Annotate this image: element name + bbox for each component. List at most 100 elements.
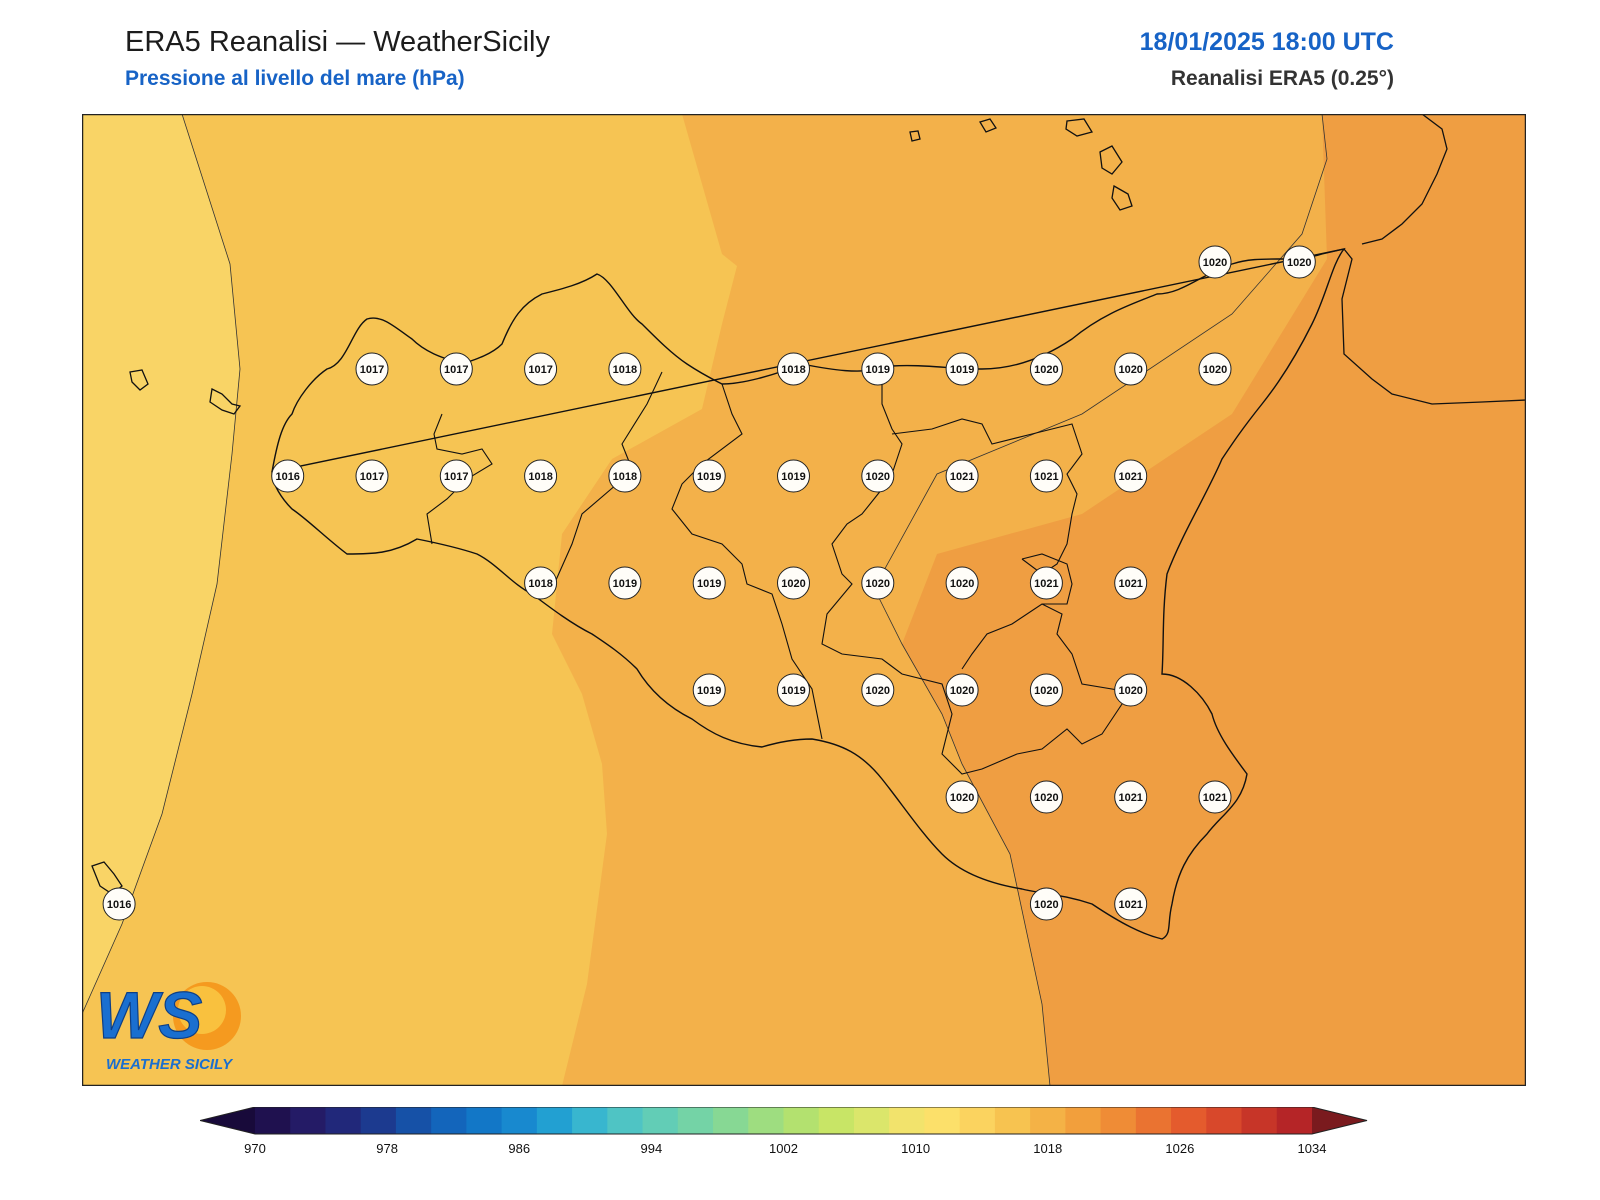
station-marker: 1017 (355, 459, 389, 493)
colorbar-swatch (536, 1107, 573, 1134)
station-circle (692, 459, 726, 493)
station-circle (1114, 673, 1148, 707)
station-value: 1017 (444, 364, 468, 376)
station-value: 1021 (1118, 578, 1142, 590)
station-circle (1282, 245, 1316, 279)
station-circle (945, 566, 979, 600)
station-value: 1019 (697, 578, 721, 590)
colorbar-swatch (783, 1107, 820, 1134)
colorbar-tick-label: 1026 (1165, 1141, 1194, 1156)
colorbar-swatch (677, 1107, 714, 1134)
station-marker: 1020 (861, 673, 895, 707)
station-circle (1029, 673, 1063, 707)
station-marker: 1018 (524, 566, 558, 600)
station-value: 1020 (781, 578, 805, 590)
station-marker: 1019 (608, 566, 642, 600)
station-circle (1029, 459, 1063, 493)
station-value: 1017 (360, 364, 384, 376)
logo-initials: WS (96, 978, 202, 1052)
station-marker: 1020 (1282, 245, 1316, 279)
weathersicily-logo: WS WEATHER SICILY (95, 977, 241, 1073)
station-marker: 1020 (1029, 352, 1063, 386)
station-value: 1020 (1034, 792, 1058, 804)
station-circle (439, 352, 473, 386)
station-value: 1019 (697, 685, 721, 697)
colorbar-tick-label: 1018 (1033, 1141, 1062, 1156)
colorbar-tick-label: 1010 (901, 1141, 930, 1156)
station-value: 1020 (866, 578, 890, 590)
station-circle (1114, 352, 1148, 386)
station-circle (777, 459, 810, 493)
station-marker: 1021 (1029, 566, 1063, 600)
station-value: 1019 (950, 364, 974, 376)
station-circle (1114, 780, 1148, 814)
station-circle (608, 352, 642, 386)
station-value: 1020 (1203, 364, 1227, 376)
station-value: 1020 (866, 471, 890, 483)
station-value: 1020 (950, 685, 974, 697)
colorbar-swatch (748, 1107, 784, 1134)
colorbar-swatch (572, 1107, 608, 1134)
colorbar-swatch (818, 1107, 855, 1134)
station-circle (1198, 352, 1232, 386)
colorbar-swatch (607, 1107, 644, 1134)
pressure-colorbar: 970 978 986 994 1002 1010 1018 1026 1034 (200, 1107, 1368, 1156)
band-1020-1022 (902, 114, 1526, 1086)
station-value: 1021 (1118, 899, 1142, 911)
colorbar-swatch (1030, 1107, 1066, 1134)
station-marker: 1017 (439, 459, 473, 493)
colorbar-swatch (431, 1107, 467, 1134)
station-marker: 1020 (1198, 352, 1232, 386)
station-value: 1020 (1203, 257, 1227, 269)
station-marker: 1018 (608, 352, 642, 386)
station-marker: 1020 (1114, 673, 1148, 707)
station-circle (1029, 780, 1063, 814)
station-value: 1018 (781, 364, 805, 376)
station-value: 1016 (107, 899, 131, 911)
station-marker: 1016 (102, 887, 136, 921)
station-value: 1019 (866, 364, 890, 376)
station-value: 1021 (1203, 792, 1227, 804)
colorbar-swatch (360, 1107, 397, 1134)
station-value: 1020 (1034, 899, 1058, 911)
map-title: ERA5 Reanalisi — WeatherSicily (125, 26, 550, 58)
station-marker: 1019 (777, 673, 810, 707)
station-circle (355, 459, 389, 493)
islands (91, 118, 1133, 895)
station-circle (608, 566, 642, 600)
colorbar-extend-high (1312, 1107, 1367, 1134)
station-circle (524, 566, 558, 600)
station-value: 1018 (528, 578, 552, 590)
colorbar-extend-low (200, 1107, 255, 1134)
colorbar-outline (200, 1107, 1368, 1135)
station-marker: 1020 (777, 566, 810, 600)
colorbar-tick-label: 1034 (1298, 1141, 1327, 1156)
station-value: 1021 (1118, 792, 1142, 804)
station-marker: 1019 (692, 673, 726, 707)
station-marker: 1020 (945, 673, 979, 707)
calabria-coast (1341, 114, 1526, 405)
station-circle (861, 459, 895, 493)
station-marker: 1020 (945, 566, 979, 600)
station-circle (861, 352, 895, 386)
station-circle (777, 673, 810, 707)
station-value: 1018 (613, 364, 637, 376)
station-value: 1020 (1034, 364, 1058, 376)
colorbar-swatch (395, 1107, 432, 1134)
station-value: 1020 (1118, 364, 1142, 376)
station-circle (945, 459, 979, 493)
station-marker: 1020 (1029, 780, 1063, 814)
station-marker: 1019 (692, 566, 726, 600)
station-value: 1020 (1287, 257, 1311, 269)
colorbar-tick-label: 986 (508, 1141, 530, 1156)
station-value: 1016 (275, 471, 299, 483)
station-circle (777, 566, 810, 600)
colorbar-tick-label: 970 (244, 1141, 266, 1156)
station-marker: 1018 (777, 352, 810, 386)
colorbar-swatch (290, 1107, 326, 1134)
station-circle (692, 566, 726, 600)
station-marker: 1020 (945, 780, 979, 814)
station-circle (945, 673, 979, 707)
colorbar-swatch (959, 1107, 996, 1134)
datetime-label: 18/01/2025 18:00 UTC (1139, 28, 1394, 56)
